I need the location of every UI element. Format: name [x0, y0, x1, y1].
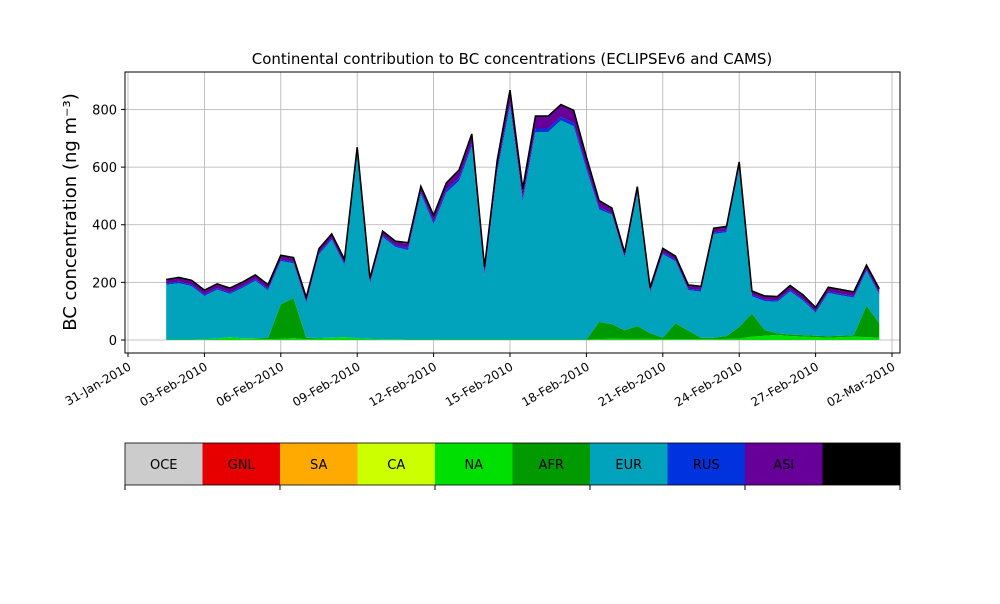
- legend-swatch-eur: [590, 443, 668, 485]
- legend-swatch-na: [435, 443, 513, 485]
- x-tick-label: 15-Feb-2010: [443, 359, 516, 409]
- x-tick-label: 27-Feb-2010: [749, 359, 822, 409]
- y-tick-label: 600: [92, 161, 117, 176]
- chart-title: Continental contribution to BC concentra…: [252, 50, 773, 68]
- legend-swatch-ca: [357, 443, 436, 485]
- legend-label-eur: EUR: [615, 458, 642, 473]
- x-tick-label: 18-Feb-2010: [519, 359, 592, 409]
- area-layer: [166, 90, 880, 341]
- x-tick-label: 24-Feb-2010: [672, 359, 745, 409]
- legend-label-rus: RUS: [693, 458, 720, 473]
- legend-label-na: NA: [464, 458, 483, 473]
- x-tick-label: 03-Feb-2010: [137, 359, 210, 409]
- legend-label-afr: AFR: [539, 458, 564, 473]
- legend-swatch-asi: [745, 443, 823, 485]
- x-tick-label: 02-Mar-2010: [824, 359, 897, 409]
- area-series-eur: [166, 106, 880, 340]
- legend-swatch-oce: [125, 443, 203, 485]
- y-tick-label: 800: [92, 103, 117, 118]
- legend-label-aus: AUS: [848, 458, 875, 473]
- legend-label-asi: ASI: [773, 458, 794, 473]
- legend-swatch-sa: [280, 443, 358, 485]
- legend-swatch-rus: [667, 443, 746, 485]
- area-series-na: [166, 334, 880, 341]
- legend-label-sa: SA: [310, 458, 327, 473]
- legend-swatch-afr: [512, 443, 591, 485]
- legend-label-ca: CA: [387, 458, 405, 473]
- total-line: [166, 90, 880, 309]
- x-tick-label: 06-Feb-2010: [214, 359, 287, 409]
- y-axis-label: BC concentration (ng m⁻³): [60, 93, 81, 331]
- x-tick-label: 12-Feb-2010: [367, 359, 440, 409]
- legend-swatch-gnl: [202, 443, 281, 485]
- legend-colorbar: OCE GNL SA CA NA AFR EUR RUS ASI AUS: [124, 442, 901, 490]
- plot-frame: [124, 71, 901, 354]
- x-tick-label: 31-Jan-2010: [63, 359, 134, 408]
- y-tick-label: 400: [92, 219, 117, 234]
- x-tick-label: 21-Feb-2010: [596, 359, 669, 409]
- legend-swatch-aus: [822, 443, 901, 485]
- legend-label-oce: OCE: [150, 458, 178, 473]
- y-tick-label: 200: [92, 276, 117, 291]
- legend-frame: [124, 442, 901, 486]
- x-tick-label: 09-Feb-2010: [290, 359, 363, 409]
- legend-label-gnl: GNL: [228, 458, 256, 473]
- y-tick-label: 0: [109, 334, 117, 349]
